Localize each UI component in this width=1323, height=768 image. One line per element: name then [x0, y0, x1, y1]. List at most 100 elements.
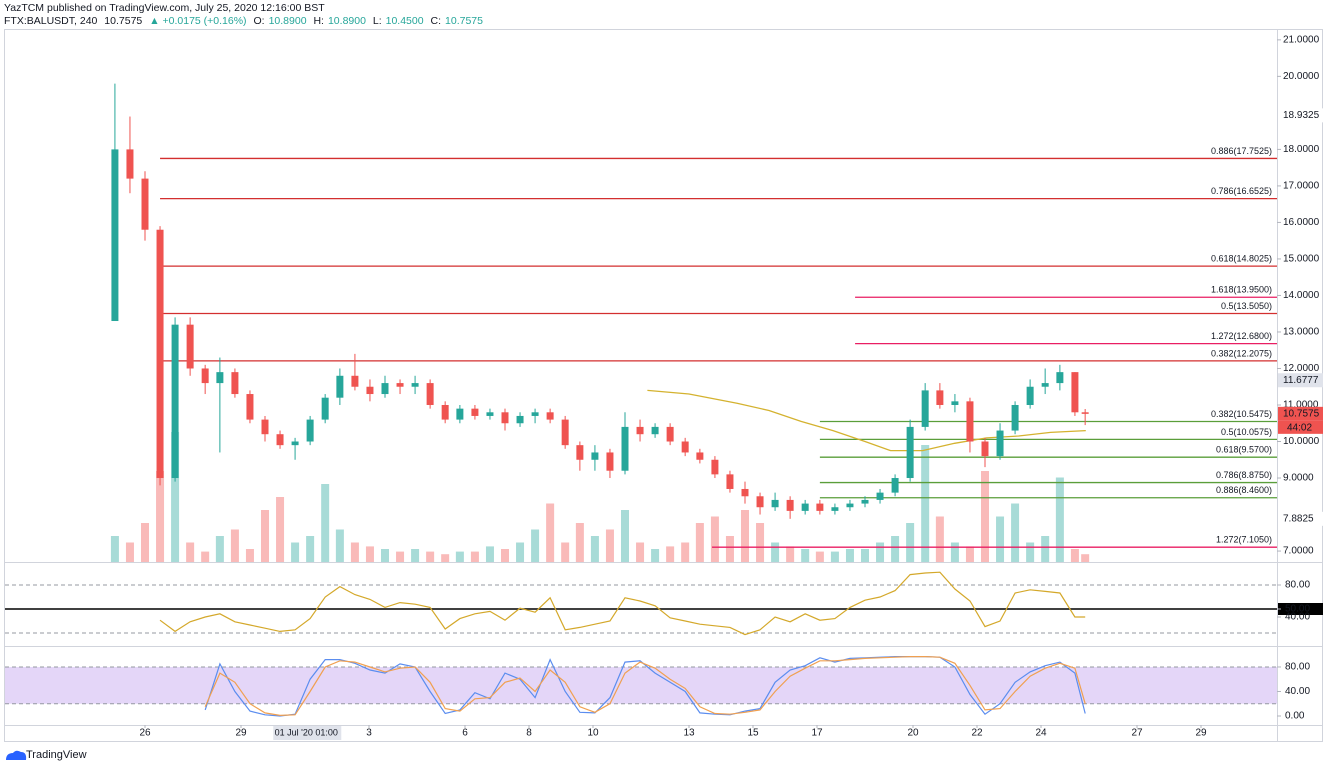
x-tick-label: 24	[1035, 728, 1047, 739]
candle-body	[336, 375, 344, 398]
ohlc-key: H:	[313, 15, 324, 27]
volume-bar	[590, 536, 599, 562]
volume-bar	[365, 546, 374, 562]
y-tick-label: 13.0000	[1283, 327, 1320, 338]
volume-bar	[830, 551, 839, 562]
fib-label: 0.886(8.4600)	[1216, 485, 1272, 495]
volume-bar	[741, 510, 749, 562]
fib-label: 0.786(16.6525)	[1211, 186, 1272, 196]
ohlc-value: 10.8900	[327, 15, 366, 27]
fib-label: 0.618(9.5700)	[1216, 445, 1272, 455]
price-tag-label: 10.7575	[1283, 408, 1320, 419]
volume-bar	[621, 510, 629, 562]
header: YazTCM published on TradingView.com, Jul…	[4, 2, 487, 28]
y-tick-label: 10.0000	[1283, 436, 1320, 447]
candle-body	[846, 503, 854, 508]
candle-body	[786, 499, 794, 511]
price-tag	[1278, 108, 1323, 123]
symbol: FTX:BALUSDT, 240	[4, 15, 98, 27]
candle-body	[636, 426, 644, 435]
band-fill	[5, 666, 1277, 704]
countdown: 44:02	[1287, 422, 1312, 433]
volume-bar	[756, 523, 765, 562]
volume-bar	[321, 484, 330, 562]
candle-body	[1071, 372, 1079, 413]
candle-body	[621, 426, 629, 471]
countdown-bg	[1278, 420, 1323, 434]
y-tick-label: 11.0000	[1283, 400, 1319, 411]
volume-bar	[215, 536, 224, 562]
volume-bar	[546, 503, 555, 562]
y-tick-label: 18.0000	[1283, 144, 1320, 155]
volume-bar	[786, 546, 795, 562]
candle-body	[816, 503, 824, 511]
indicator-line	[204, 656, 1086, 717]
x-tick-label: 10	[587, 728, 599, 739]
volume-bar	[1055, 477, 1064, 562]
candle-body	[861, 499, 869, 504]
candle-body	[921, 390, 929, 427]
y-tick-label: 50.00	[1285, 604, 1310, 615]
candle-body	[246, 394, 254, 420]
volume-bar	[906, 523, 915, 562]
ohlc-value: 10.8900	[268, 15, 307, 27]
candle-body	[141, 178, 149, 230]
candle-body	[531, 412, 539, 416]
candle-body	[726, 474, 734, 489]
volume-bar	[110, 536, 119, 562]
volume-bar	[695, 523, 704, 562]
candle-body	[411, 383, 419, 387]
volume-bar	[861, 549, 869, 562]
publish-line: YazTCM published on TradingView.com, Jul…	[4, 2, 325, 14]
volume-bar	[201, 551, 210, 562]
candle-body	[126, 149, 134, 179]
price-tag	[1278, 511, 1323, 526]
volume-bar	[516, 542, 525, 562]
candle-body	[666, 426, 674, 442]
level-tag	[1278, 603, 1323, 615]
candle-body	[1056, 372, 1064, 384]
candle-body	[696, 452, 704, 460]
candle-body	[501, 412, 509, 424]
candle-body	[1041, 383, 1049, 387]
fib-label: 0.618(14.8025)	[1211, 254, 1272, 264]
frame	[4, 29, 1323, 742]
fib-label: 1.618(13.9500)	[1211, 285, 1272, 295]
y-tick-label: 80.00	[1285, 662, 1310, 673]
y-tick-label: 16.0000	[1283, 217, 1320, 228]
candle-body	[756, 496, 764, 508]
candle-body	[291, 441, 299, 446]
x-tick-label: 20	[907, 728, 919, 739]
logo-icon	[6, 750, 27, 760]
volume-bar	[771, 542, 780, 562]
volume-bar	[725, 536, 734, 562]
candle-body	[396, 383, 404, 387]
y-tick-label: 9.0000	[1283, 473, 1314, 484]
y-tick-label: 12.0000	[1283, 363, 1320, 374]
candle-body	[981, 441, 989, 457]
y-tick-label: 80.00	[1285, 580, 1310, 591]
volume-bar	[981, 471, 989, 562]
candle-body	[486, 412, 494, 416]
volume-bar	[381, 549, 389, 562]
volume-bar	[651, 549, 660, 562]
candle-body	[261, 419, 269, 435]
candle-body	[276, 434, 284, 446]
volume-bar	[801, 549, 810, 562]
fib-label: 0.5(13.5050)	[1221, 301, 1272, 311]
crosshair-box	[273, 726, 342, 740]
volume-bar	[950, 542, 959, 562]
candle-body	[366, 386, 374, 395]
crosshair-label: 01 Jul '20 01:00	[275, 727, 338, 737]
fib-label: 0.382(10.5475)	[1211, 409, 1272, 419]
candle-body	[321, 397, 329, 420]
x-tick-label: 13	[683, 728, 695, 739]
candle-body	[441, 404, 449, 420]
volume-bar	[455, 551, 464, 562]
y-tick-label: 17.0000	[1283, 181, 1320, 192]
symbol-line: FTX:BALUSDT, 240 10.7575 ▲ +0.0175 (+0.1…	[4, 15, 487, 28]
volume-bar	[426, 551, 435, 562]
candle-body	[426, 383, 434, 405]
x-tick-label: 3	[366, 728, 372, 739]
